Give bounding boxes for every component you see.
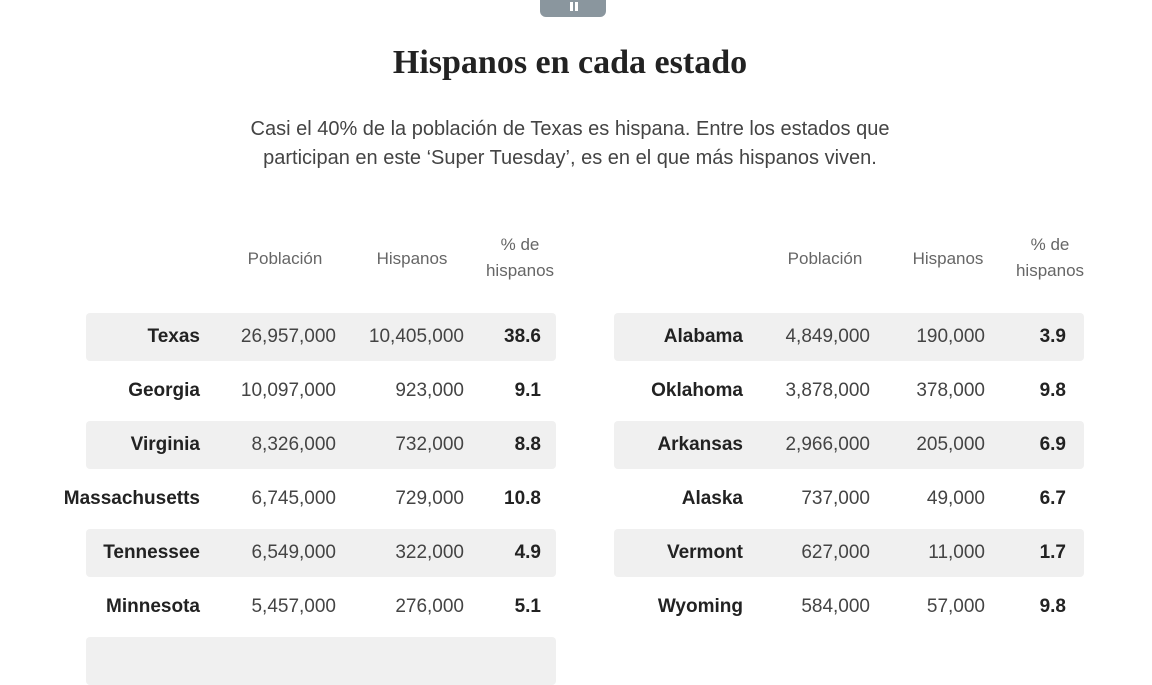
population: 3,878,000 [785,380,870,401]
percent-hispanic: 6.7 [1039,488,1066,509]
hispanics: 923,000 [395,380,464,401]
subtitle: Casi el 40% de la población de Texas es … [250,118,890,169]
percent-hispanic: 1.7 [1039,542,1066,563]
row-background [614,529,1084,577]
column-header: % de hispanos [485,235,555,280]
row-background [614,421,1084,469]
percent-hispanic: 38.6 [504,326,541,347]
state-name: Virginia [130,434,200,455]
row-background [614,313,1084,361]
state-name: Oklahoma [651,380,743,401]
hispanics: 378,000 [916,380,985,401]
hispanics: 49,000 [926,488,985,509]
title: Hispanos en cada estado [392,44,748,81]
population: 584,000 [801,596,870,617]
state-name: Minnesota [106,596,200,617]
page: Hispanos en cada estado Casi el 40% de l… [63,0,1085,685]
row-background [86,637,556,685]
row-background [86,313,556,361]
hispanics: 729,000 [395,488,464,509]
state-name: Alabama [663,326,743,347]
hispanics: 57,000 [926,596,985,617]
state-name: Massachusetts [63,488,200,509]
state-name: Alaska [681,488,743,509]
state-name: Tennessee [103,542,200,563]
hispanics: 11,000 [928,542,985,563]
population: 4,849,000 [785,326,870,347]
hispanics: 205,000 [916,434,985,455]
row-background [86,529,556,577]
population: 627,000 [801,542,870,563]
state-name: Arkansas [657,434,743,455]
state-name: Wyoming [657,596,743,617]
hispanics: 322,000 [395,542,464,563]
percent-hispanic: 9.8 [1039,380,1066,401]
population: 8,326,000 [251,434,336,455]
population: 5,457,000 [251,596,336,617]
column-header: Población [247,249,323,268]
hispanics: 190,000 [916,326,985,347]
hispanics: 732,000 [395,434,464,455]
hispanics: 10,405,000 [368,326,464,347]
percent-hispanic: 5.1 [514,596,541,617]
state-name: Vermont [666,542,743,563]
population: 737,000 [801,488,870,509]
percent-hispanic: 9.8 [1039,596,1066,617]
population: 2,966,000 [785,434,870,455]
percent-hispanic: 4.9 [514,542,541,563]
percent-hispanic: 10.8 [504,488,541,509]
percent-hispanic: 9.1 [514,380,541,401]
column-header: % de hispanos [1015,235,1085,280]
population: 6,549,000 [251,542,336,563]
population: 26,957,000 [240,326,336,347]
hispanics: 276,000 [395,596,464,617]
population: 10,097,000 [240,380,336,401]
row-background [86,421,556,469]
percent-hispanic: 8.8 [514,434,541,455]
state-name: Texas [147,326,200,347]
population: 6,745,000 [251,488,336,509]
column-header: Hispanos [912,249,984,268]
tab-handle[interactable] [540,0,606,17]
percent-hispanic: 6.9 [1039,434,1066,455]
column-header: Hispanos [376,249,448,268]
state-name: Georgia [128,380,200,401]
column-header: Población [787,249,863,268]
percent-hispanic: 3.9 [1039,326,1066,347]
